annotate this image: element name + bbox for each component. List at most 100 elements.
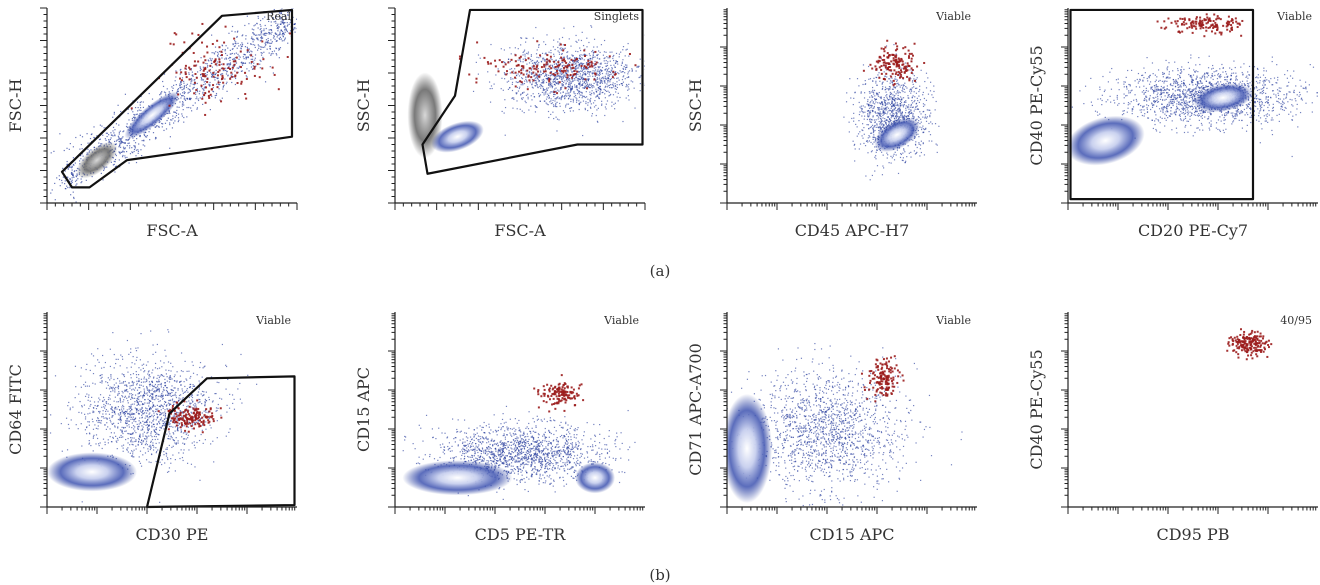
event-point: [247, 48, 249, 50]
event-point: [537, 63, 539, 65]
gated-event-point: [177, 93, 180, 96]
event-point: [513, 97, 515, 99]
event-point: [611, 68, 614, 70]
event-point: [234, 83, 237, 86]
event-point: [893, 91, 895, 93]
event-point: [1217, 119, 1220, 121]
event-point: [545, 77, 547, 80]
event-point: [168, 91, 170, 93]
event-point: [146, 134, 148, 137]
event-point: [580, 101, 582, 103]
event-point: [927, 77, 929, 79]
gated-event-point: [173, 32, 176, 35]
event-point: [272, 17, 274, 19]
event-point: [581, 70, 583, 72]
event-point: [875, 151, 877, 153]
event-point: [203, 87, 205, 89]
event-point: [181, 86, 183, 88]
event-point: [128, 162, 130, 164]
event-point: [138, 109, 140, 111]
event-point: [58, 175, 60, 177]
event-point: [584, 68, 586, 70]
event-point: [881, 87, 884, 90]
event-point: [919, 85, 921, 87]
event-point: [219, 54, 222, 57]
event-point: [166, 88, 168, 90]
event-point: [195, 91, 197, 93]
gated-event-point: [895, 58, 898, 61]
gated-event-point: [893, 82, 896, 85]
event-point: [137, 152, 139, 154]
event-point: [538, 61, 540, 64]
event-point: [273, 34, 275, 37]
event-point: [472, 90, 475, 93]
event-point: [559, 57, 561, 60]
event-point: [859, 143, 862, 145]
event-point: [244, 54, 246, 56]
event-point: [261, 46, 263, 48]
event-point: [260, 46, 262, 48]
event-point: [554, 68, 556, 70]
gated-event-point: [197, 33, 200, 36]
event-point: [918, 95, 920, 97]
event-point: [910, 103, 912, 106]
gated-event-point: [168, 104, 171, 107]
event-point: [224, 67, 226, 69]
event-point: [927, 93, 930, 95]
event-point: [907, 115, 910, 117]
event-point: [179, 73, 181, 75]
gated-event-point: [192, 51, 195, 54]
event-point: [200, 68, 202, 71]
gated-event-point: [201, 72, 204, 75]
gated-event-point: [502, 65, 505, 68]
event-point: [915, 144, 917, 146]
gated-event-point: [209, 64, 212, 67]
event-point: [562, 47, 564, 50]
event-point: [536, 84, 538, 86]
gated-event-point: [212, 71, 215, 74]
event-point: [600, 62, 602, 64]
gated-event-point: [880, 47, 883, 50]
event-point: [127, 112, 129, 115]
event-point: [133, 113, 135, 116]
event-point: [1144, 113, 1146, 115]
event-point: [640, 75, 642, 77]
event-point: [884, 75, 886, 77]
event-point: [259, 29, 261, 31]
event-point: [566, 68, 568, 71]
gated-event-point: [175, 71, 178, 74]
event-point: [570, 100, 572, 103]
event-point: [540, 84, 542, 86]
event-point: [882, 86, 884, 88]
event-point: [878, 116, 880, 118]
gated-event-point: [535, 66, 538, 69]
event-point: [1212, 78, 1214, 81]
event-point: [575, 62, 577, 64]
event-point: [910, 89, 912, 91]
gated-event-point: [193, 64, 196, 67]
event-point: [863, 97, 866, 99]
event-point: [546, 75, 548, 77]
event-point: [1209, 112, 1211, 114]
event-point: [71, 166, 73, 168]
event-point: [1166, 77, 1168, 79]
event-point: [209, 57, 211, 59]
event-point: [544, 59, 546, 61]
event-point: [897, 108, 899, 111]
event-point: [238, 55, 240, 57]
event-point: [868, 107, 871, 109]
event-point: [66, 164, 68, 166]
gated-event-point: [894, 49, 897, 52]
gated-event-point: [532, 65, 535, 68]
event-point: [550, 100, 552, 102]
event-point: [192, 75, 194, 77]
event-point: [567, 71, 569, 73]
gated-event-point: [882, 64, 885, 67]
gated-event-point: [898, 72, 901, 75]
event-point: [891, 81, 893, 83]
gate-polygon: [421, 8, 644, 175]
event-point: [271, 31, 273, 33]
event-point: [102, 179, 104, 181]
